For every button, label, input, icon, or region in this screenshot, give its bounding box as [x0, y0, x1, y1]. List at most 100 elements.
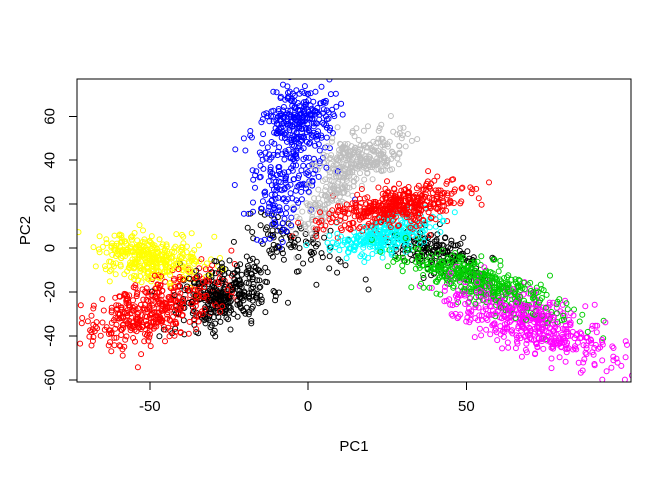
data-point	[517, 319, 523, 326]
data-point	[139, 324, 146, 330]
data-point	[388, 251, 395, 258]
data-point	[152, 294, 159, 301]
data-point	[192, 275, 199, 282]
data-point	[493, 329, 500, 336]
data-point	[302, 105, 309, 112]
data-point	[350, 178, 357, 185]
x-axis: -50 0 50	[139, 382, 475, 415]
data-point	[468, 190, 475, 197]
data-point	[273, 187, 280, 194]
data-point	[144, 306, 150, 313]
data-point	[523, 340, 530, 347]
data-point	[108, 319, 115, 326]
data-point	[547, 272, 553, 279]
data-point	[356, 225, 363, 232]
data-point	[199, 311, 206, 317]
data-point	[355, 232, 362, 239]
data-point	[361, 239, 368, 246]
data-point	[335, 199, 342, 206]
data-point	[272, 297, 279, 304]
data-point	[112, 271, 119, 278]
data-point	[394, 131, 401, 138]
data-point	[478, 332, 485, 339]
data-point	[559, 333, 566, 340]
data-point	[492, 325, 499, 332]
data-point	[161, 254, 168, 260]
data-point	[379, 190, 386, 197]
data-point	[329, 185, 336, 192]
data-point	[320, 110, 326, 117]
data-point	[245, 267, 252, 274]
data-point	[291, 103, 298, 110]
data-point	[442, 283, 448, 290]
data-point	[294, 121, 300, 128]
data-point	[334, 180, 341, 187]
data-point	[432, 254, 439, 261]
data-point	[311, 195, 318, 202]
data-point	[138, 279, 145, 286]
data-point	[501, 326, 508, 333]
data-point	[328, 138, 335, 145]
data-point	[185, 299, 192, 306]
data-point	[297, 134, 304, 140]
data-point	[454, 265, 461, 272]
data-point	[422, 193, 429, 200]
data-point	[341, 182, 348, 189]
data-point	[139, 242, 146, 249]
data-point	[563, 349, 570, 356]
data-point	[153, 309, 160, 316]
data-point	[288, 244, 295, 251]
data-point	[258, 119, 265, 126]
data-point	[224, 287, 231, 293]
data-point	[279, 220, 286, 227]
data-point	[323, 122, 330, 129]
data-point	[317, 209, 323, 216]
data-point	[572, 343, 578, 350]
data-point	[262, 188, 269, 195]
data-point	[276, 126, 283, 133]
data-point	[189, 310, 196, 317]
data-point	[450, 200, 457, 207]
data-point	[418, 251, 425, 258]
data-point	[312, 88, 319, 95]
data-point	[434, 173, 441, 180]
data-point	[378, 135, 385, 142]
data-point	[542, 323, 549, 330]
data-point	[346, 220, 353, 227]
data-point	[289, 102, 296, 109]
data-point	[290, 136, 297, 143]
data-point	[339, 163, 346, 170]
data-point	[264, 113, 271, 120]
data-point	[334, 234, 341, 241]
data-point	[383, 229, 390, 236]
data-point	[147, 343, 154, 350]
y-tick-label: 0	[41, 244, 58, 252]
data-point	[342, 215, 349, 221]
data-point	[551, 330, 558, 337]
data-point	[303, 229, 310, 236]
data-point	[270, 151, 277, 158]
data-point	[113, 260, 119, 267]
data-point	[346, 156, 353, 163]
data-point	[185, 275, 192, 282]
data-point	[334, 230, 341, 237]
data-point	[130, 297, 136, 304]
data-point	[385, 206, 392, 213]
data-point	[439, 241, 446, 248]
data-point	[144, 249, 151, 256]
data-point	[139, 286, 146, 293]
data-point	[172, 320, 179, 327]
data-point	[538, 308, 545, 315]
data-point	[288, 98, 295, 105]
data-point	[412, 265, 419, 272]
data-point	[127, 259, 134, 266]
data-point	[402, 235, 409, 241]
data-point	[106, 258, 113, 265]
data-point	[123, 318, 130, 325]
data-point	[375, 184, 382, 191]
data-point	[466, 305, 472, 312]
data-point	[476, 287, 483, 294]
data-point	[398, 187, 405, 194]
data-point	[484, 291, 491, 297]
data-point	[144, 322, 151, 329]
